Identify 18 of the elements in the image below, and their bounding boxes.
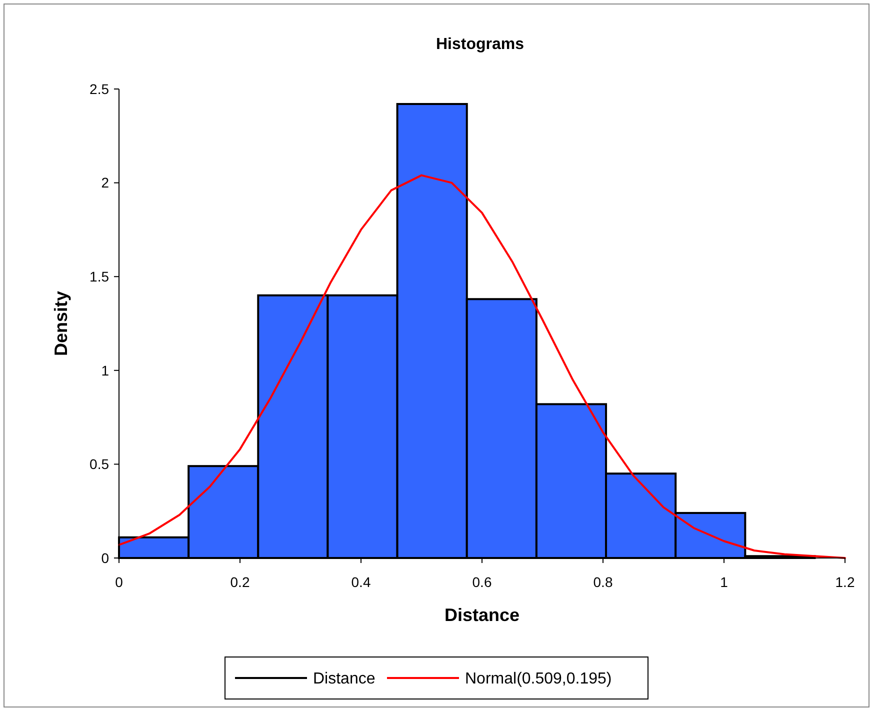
- legend-label: Normal(0.509,0.195): [465, 670, 612, 688]
- x-tick-label: 0.8: [593, 574, 613, 590]
- x-tick-label: 0.4: [351, 574, 371, 590]
- x-tick-label: 1.2: [835, 574, 855, 590]
- y-tick-label: 1: [101, 362, 110, 378]
- x-axis-title: Distance: [444, 605, 520, 625]
- x-tick-label: 1: [720, 574, 728, 590]
- y-tick-label: 1.5: [90, 268, 110, 284]
- chart-title: Histograms: [436, 36, 524, 53]
- x-tick-label: 0: [115, 574, 124, 590]
- x-tick-label: 0.6: [472, 574, 492, 590]
- y-axis-title: Density: [51, 290, 71, 356]
- y-tick-label: 2: [101, 174, 110, 191]
- y-tick-label: 2.5: [90, 80, 110, 97]
- y-tick-label: 0: [101, 550, 110, 566]
- x-tick-label: 0.2: [230, 574, 250, 590]
- legend-label: Distance: [313, 670, 376, 688]
- y-tick-label: 0.5: [90, 456, 110, 472]
